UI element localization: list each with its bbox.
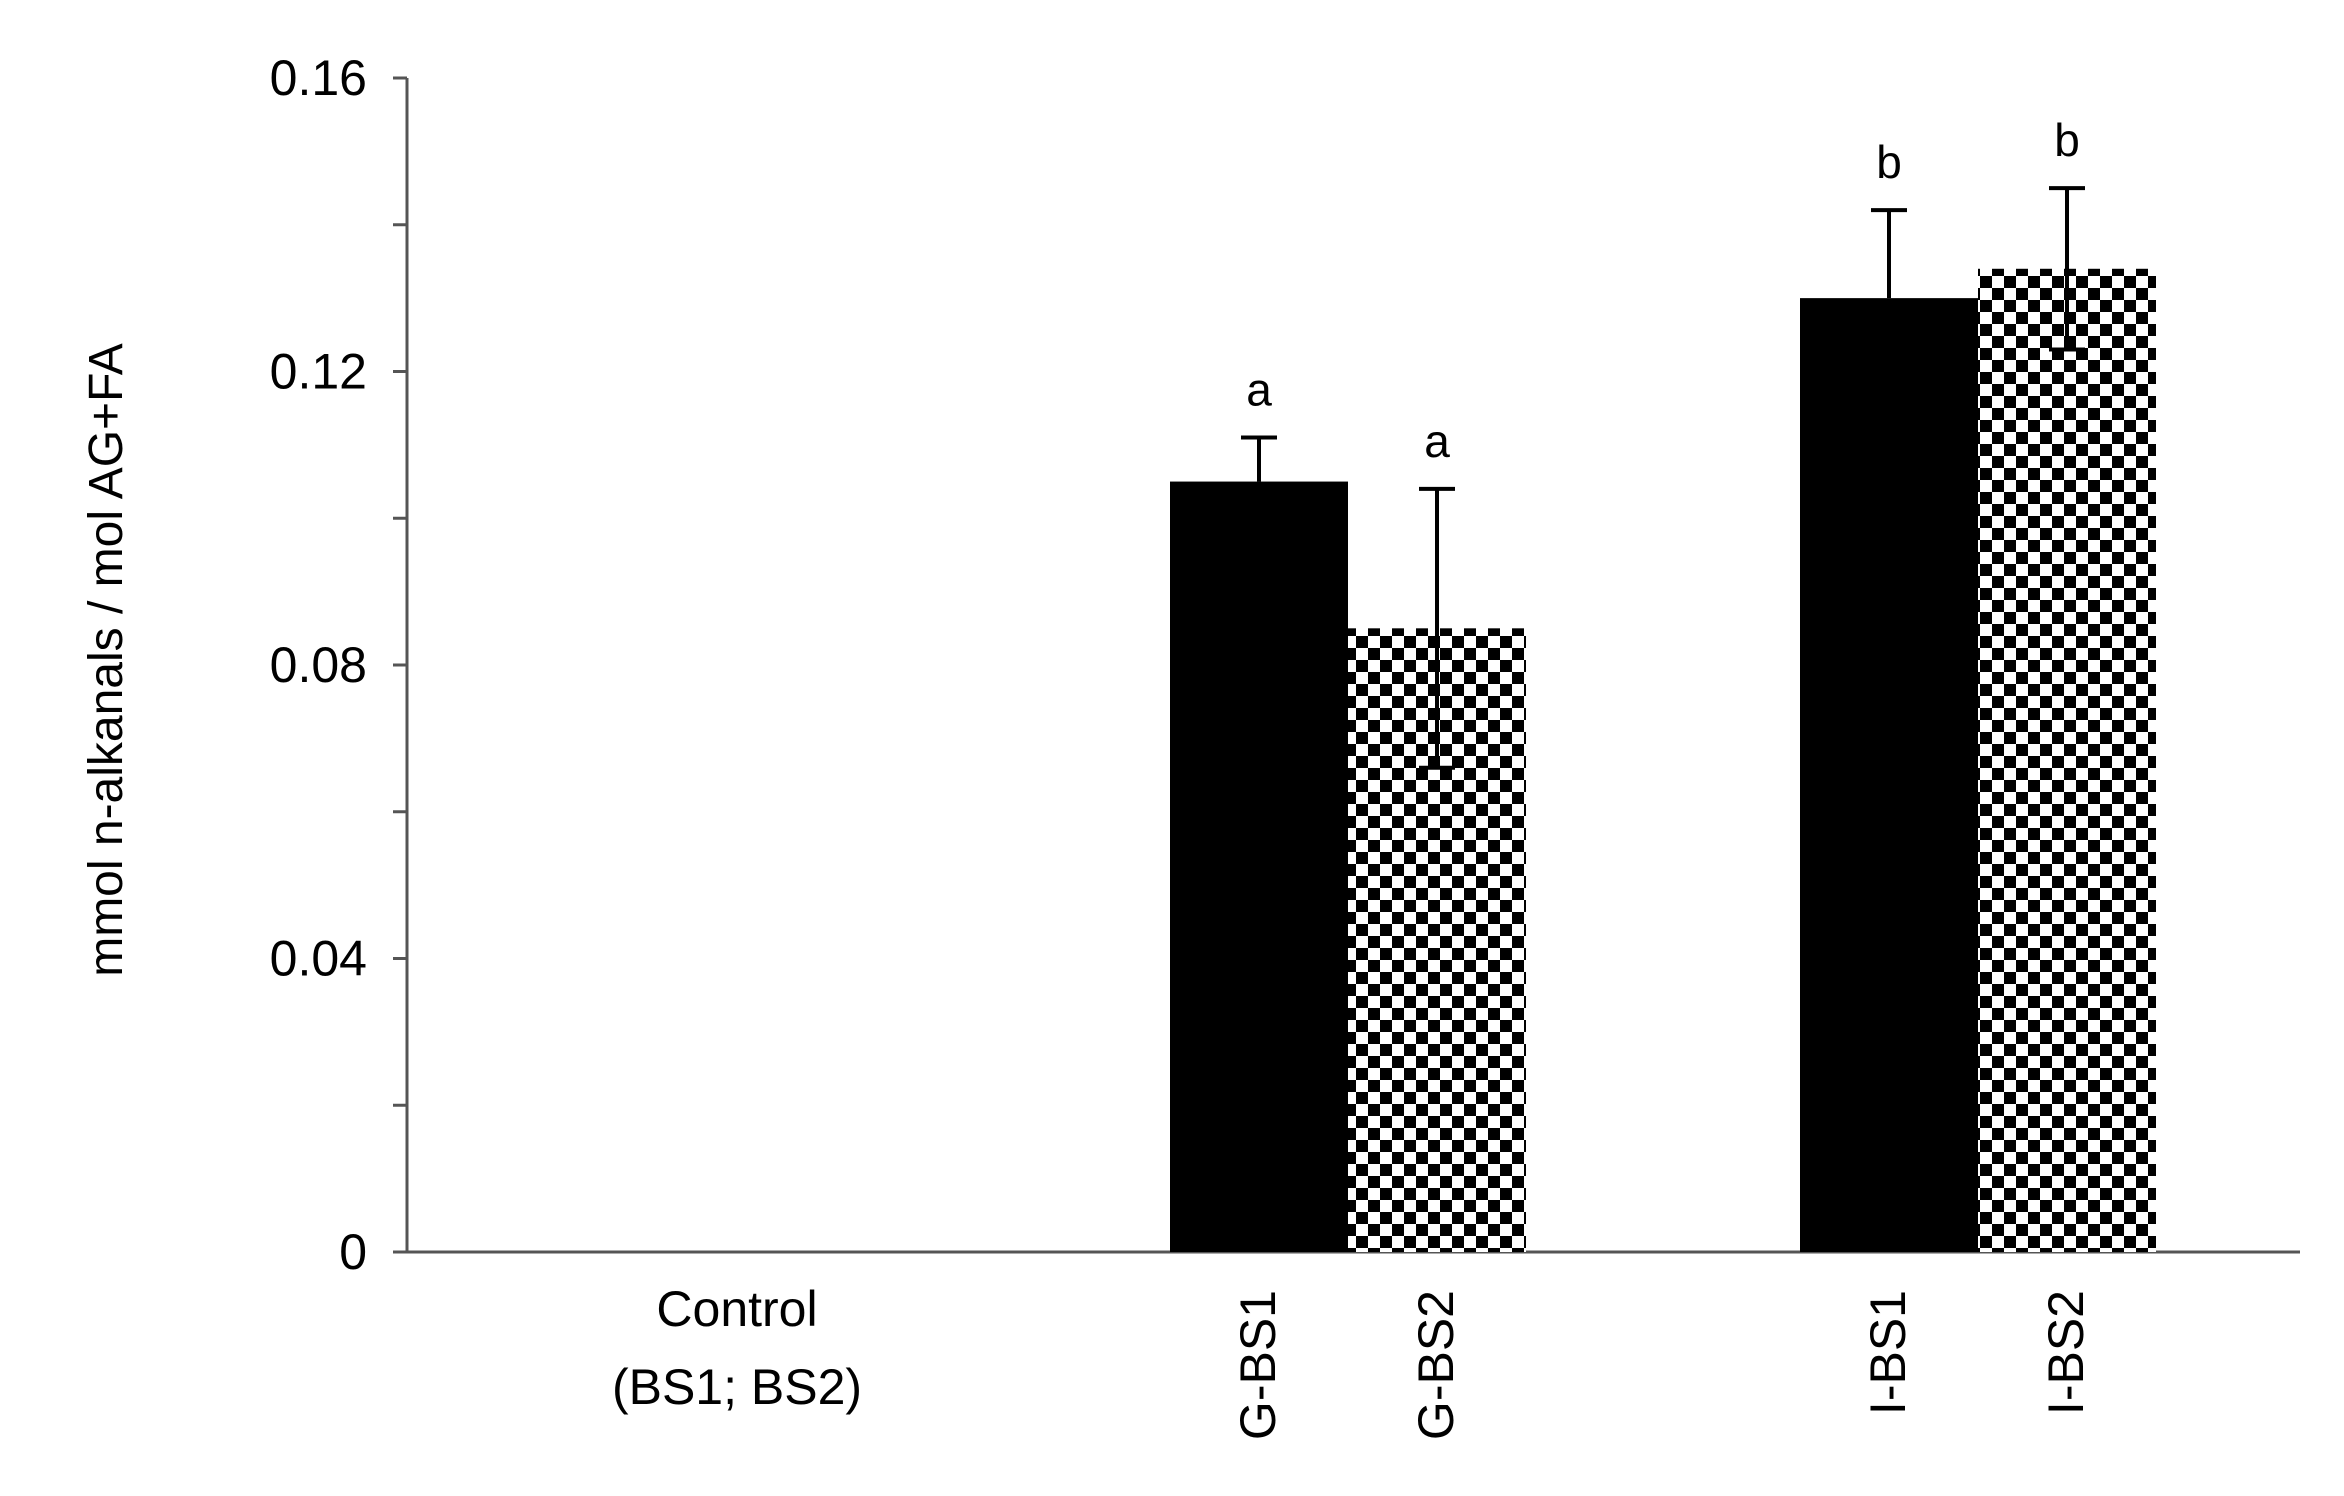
bar: [1170, 481, 1348, 1252]
bars: [1170, 186, 2156, 1252]
category-label: Control: [656, 1281, 817, 1337]
category-label: G-BS1: [1230, 1290, 1286, 1440]
y-tick-label: 0: [339, 1224, 367, 1280]
y-tick-label: 0.08: [270, 637, 367, 693]
significance-label: a: [1424, 415, 1450, 467]
significance-label: a: [1246, 364, 1272, 416]
y-tick-label: 0.16: [270, 50, 367, 106]
y-axis-title: mmol n-alkanals / mol AG+FA: [80, 343, 133, 977]
y-tick-label: 0.04: [270, 931, 367, 987]
labels: 0 0.04 0.08 0.12 0.16 Control (BS1; BS2) a G-BS1…: [270, 50, 2094, 1440]
category-label: I-BS2: [2038, 1290, 2094, 1415]
significance-label: b: [1876, 136, 1902, 188]
category-label: (BS1; BS2): [612, 1359, 862, 1415]
significance-label: b: [2054, 114, 2080, 166]
y-tick-label: 0.12: [270, 344, 367, 400]
category-label: G-BS2: [1408, 1290, 1464, 1440]
bar: [1800, 298, 1978, 1252]
category-label: I-BS1: [1860, 1290, 1916, 1415]
bar: [1978, 268, 2156, 1252]
